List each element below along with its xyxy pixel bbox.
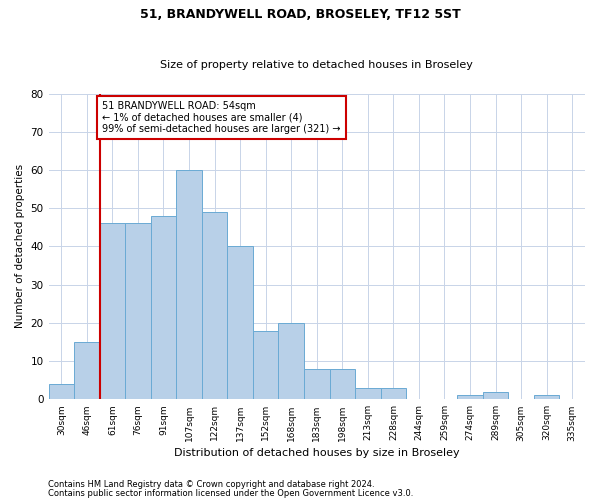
- Bar: [151, 216, 176, 400]
- Y-axis label: Number of detached properties: Number of detached properties: [15, 164, 25, 328]
- Text: Contains public sector information licensed under the Open Government Licence v3: Contains public sector information licen…: [48, 489, 413, 498]
- Bar: [49, 384, 74, 400]
- Bar: [457, 396, 483, 400]
- Bar: [329, 368, 355, 400]
- X-axis label: Distribution of detached houses by size in Broseley: Distribution of detached houses by size …: [174, 448, 460, 458]
- Bar: [227, 246, 253, 400]
- Bar: [380, 388, 406, 400]
- Bar: [355, 388, 380, 400]
- Text: 51 BRANDYWELL ROAD: 54sqm
← 1% of detached houses are smaller (4)
99% of semi-de: 51 BRANDYWELL ROAD: 54sqm ← 1% of detach…: [102, 101, 341, 134]
- Title: Size of property relative to detached houses in Broseley: Size of property relative to detached ho…: [160, 60, 473, 70]
- Bar: [304, 368, 329, 400]
- Bar: [534, 396, 559, 400]
- Text: Contains HM Land Registry data © Crown copyright and database right 2024.: Contains HM Land Registry data © Crown c…: [48, 480, 374, 489]
- Bar: [278, 323, 304, 400]
- Bar: [176, 170, 202, 400]
- Bar: [125, 224, 151, 400]
- Bar: [253, 330, 278, 400]
- Bar: [100, 224, 125, 400]
- Bar: [202, 212, 227, 400]
- Text: 51, BRANDYWELL ROAD, BROSELEY, TF12 5ST: 51, BRANDYWELL ROAD, BROSELEY, TF12 5ST: [140, 8, 460, 20]
- Bar: [74, 342, 100, 400]
- Bar: [483, 392, 508, 400]
